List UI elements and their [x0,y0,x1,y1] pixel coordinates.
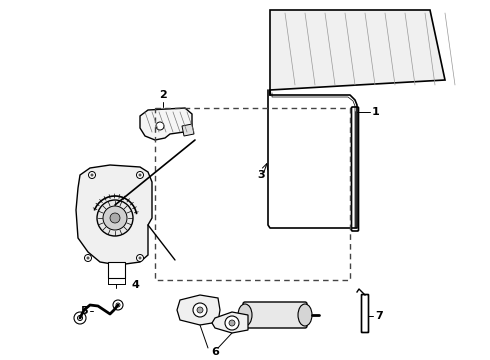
Text: 6: 6 [211,347,219,357]
Text: 1: 1 [372,107,380,117]
Circle shape [197,307,203,313]
Circle shape [87,256,90,260]
Circle shape [91,174,94,176]
FancyBboxPatch shape [362,294,368,333]
Circle shape [84,255,92,261]
Ellipse shape [238,304,252,326]
Polygon shape [108,262,125,278]
Text: 5: 5 [80,306,88,316]
Polygon shape [177,295,220,325]
FancyBboxPatch shape [351,107,359,231]
Polygon shape [270,10,445,90]
Polygon shape [182,124,194,136]
Circle shape [110,213,120,223]
Circle shape [139,256,142,260]
Circle shape [89,171,96,179]
Circle shape [193,303,207,317]
Polygon shape [212,312,248,333]
Circle shape [229,320,235,326]
Circle shape [97,200,133,236]
Text: 4: 4 [131,280,139,290]
Polygon shape [140,108,192,140]
Text: 2: 2 [159,90,167,100]
Text: 3: 3 [257,170,265,180]
Circle shape [137,171,144,179]
Circle shape [74,312,86,324]
Circle shape [113,300,123,310]
Circle shape [139,174,142,176]
FancyBboxPatch shape [243,302,307,328]
Polygon shape [76,165,152,265]
Ellipse shape [298,304,312,326]
Circle shape [103,206,127,230]
Circle shape [137,255,144,261]
Circle shape [225,316,239,330]
Circle shape [156,122,164,130]
Text: 7: 7 [375,311,383,321]
